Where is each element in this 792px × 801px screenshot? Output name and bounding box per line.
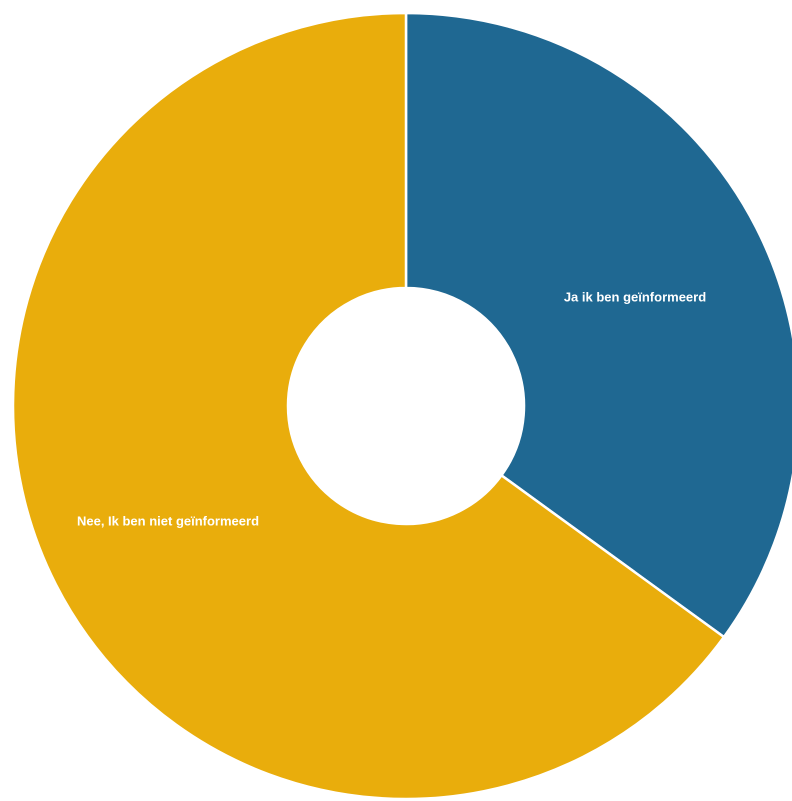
slices-layer xyxy=(11,11,792,801)
slice-label-ja: Ja ik ben geïnformeerd xyxy=(564,289,706,304)
labels-layer: Ja ik ben geïnformeerd Nee, Ik ben niet g… xyxy=(77,289,706,528)
slice-ja[interactable] xyxy=(404,11,792,639)
slice-label-nee: Nee, Ik ben niet geïnformeerd xyxy=(77,513,259,528)
slice-nee[interactable] xyxy=(11,11,726,801)
